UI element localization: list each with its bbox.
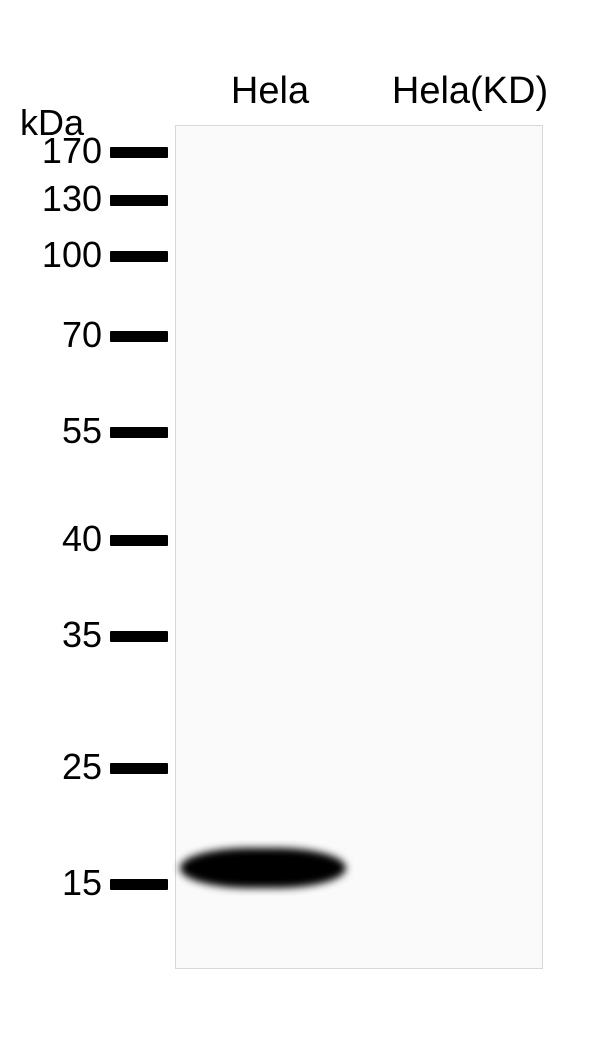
ladder-label: 70 [20,314,102,356]
ladder-tick [110,763,168,774]
ladder-tick [110,331,168,342]
ladder-label: 100 [20,234,102,276]
blot-membrane [175,125,543,969]
ladder-label: 15 [20,862,102,904]
ladder-label: 55 [20,410,102,452]
western-blot-figure: kDa 170 130 100 70 55 40 35 25 15 Hela H… [0,0,594,1045]
ladder-label: 40 [20,518,102,560]
lane-label-hela: Hela [190,70,350,113]
ladder-tick [110,195,168,206]
band-lane0-15kda [180,848,346,888]
ladder-tick [110,147,168,158]
ladder-tick [110,535,168,546]
ladder-tick [110,631,168,642]
ladder-tick [110,427,168,438]
ladder-label: 35 [20,614,102,656]
ladder-label: 130 [20,178,102,220]
lane-label-hela-kd: Hela(KD) [370,70,570,113]
ladder-tick [110,251,168,262]
ladder-label: 170 [20,130,102,172]
ladder-label: 25 [20,746,102,788]
ladder-tick [110,879,168,890]
